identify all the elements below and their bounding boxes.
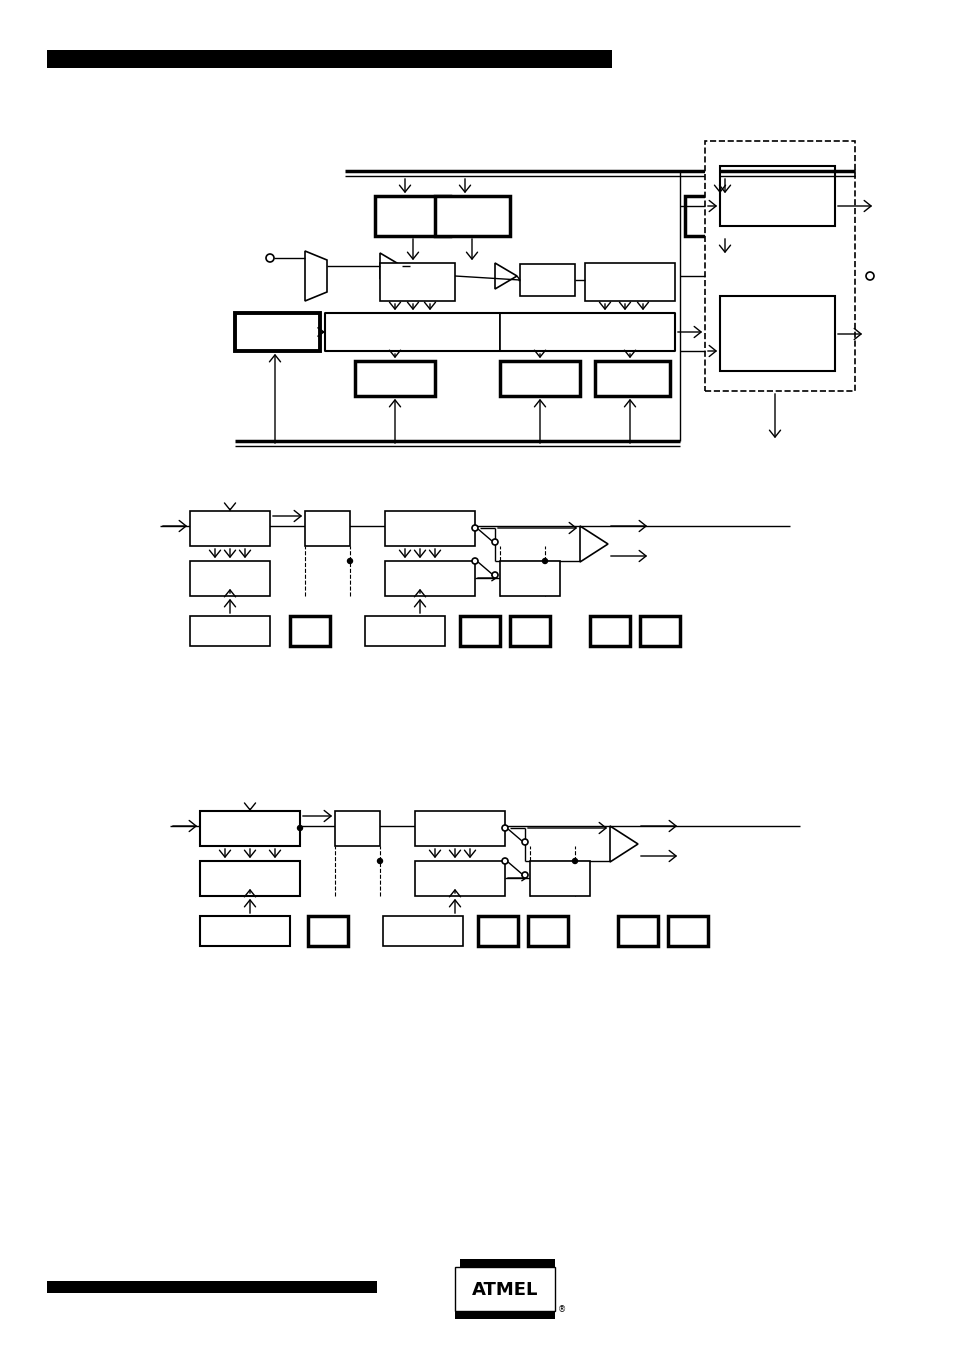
Bar bbox=[527, 916, 567, 946]
Bar bbox=[234, 313, 319, 351]
Bar bbox=[455, 1310, 555, 1319]
Bar bbox=[530, 861, 589, 896]
Text: ®: ® bbox=[558, 1305, 566, 1315]
Bar bbox=[455, 1267, 555, 1310]
Circle shape bbox=[501, 825, 507, 831]
Bar bbox=[459, 616, 499, 646]
Bar bbox=[47, 50, 612, 68]
Circle shape bbox=[865, 272, 873, 280]
Circle shape bbox=[472, 526, 477, 531]
Bar bbox=[704, 141, 854, 390]
Bar bbox=[595, 361, 669, 396]
Bar bbox=[190, 511, 270, 546]
Circle shape bbox=[492, 539, 497, 544]
Bar bbox=[382, 916, 462, 946]
Bar bbox=[290, 616, 330, 646]
Circle shape bbox=[521, 871, 527, 878]
Bar bbox=[720, 166, 834, 226]
Bar bbox=[639, 616, 679, 646]
Circle shape bbox=[266, 254, 274, 262]
Bar bbox=[477, 916, 517, 946]
Bar bbox=[499, 361, 579, 396]
Circle shape bbox=[377, 858, 382, 863]
Bar bbox=[379, 263, 455, 301]
Bar bbox=[499, 313, 675, 351]
Bar bbox=[47, 1281, 376, 1293]
Bar bbox=[305, 511, 350, 546]
Bar bbox=[190, 616, 270, 646]
Bar bbox=[385, 511, 475, 546]
Bar bbox=[684, 196, 769, 236]
Bar bbox=[325, 313, 499, 351]
Circle shape bbox=[521, 839, 527, 844]
Bar bbox=[589, 616, 629, 646]
Bar bbox=[459, 1259, 555, 1269]
Bar bbox=[375, 196, 450, 236]
Circle shape bbox=[572, 858, 577, 863]
Bar bbox=[667, 916, 707, 946]
Bar bbox=[618, 916, 658, 946]
Bar bbox=[720, 296, 834, 372]
Circle shape bbox=[492, 571, 497, 578]
Bar bbox=[415, 861, 504, 896]
Bar bbox=[385, 561, 475, 596]
Bar bbox=[519, 263, 575, 296]
Bar bbox=[200, 916, 290, 946]
Bar bbox=[365, 616, 444, 646]
Bar bbox=[200, 861, 299, 896]
Bar bbox=[584, 263, 675, 301]
Bar bbox=[415, 811, 504, 846]
Bar bbox=[335, 811, 379, 846]
Circle shape bbox=[347, 558, 352, 563]
Circle shape bbox=[297, 825, 302, 831]
Bar bbox=[355, 361, 435, 396]
Bar bbox=[190, 561, 270, 596]
Bar bbox=[435, 196, 510, 236]
Circle shape bbox=[542, 558, 547, 563]
Bar bbox=[499, 561, 559, 596]
Bar bbox=[308, 916, 348, 946]
Circle shape bbox=[501, 858, 507, 865]
Bar bbox=[200, 811, 299, 846]
Bar bbox=[510, 616, 550, 646]
Circle shape bbox=[472, 558, 477, 563]
Text: ATMEL: ATMEL bbox=[472, 1281, 537, 1300]
